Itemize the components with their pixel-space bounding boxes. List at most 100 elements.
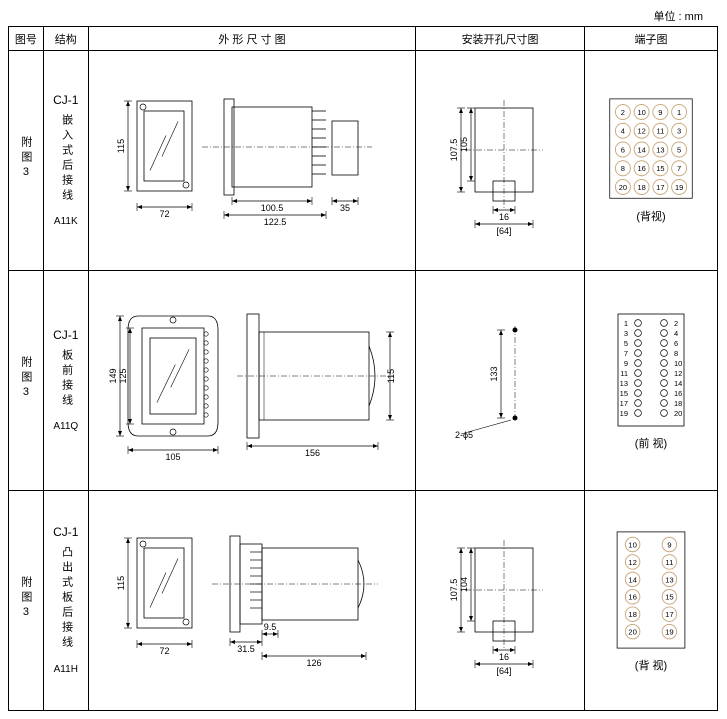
spec-table: 图号 结构 外 形 尺 寸 图 安装开孔尺寸图 端子图 附图3CJ-1 嵌入式后… xyxy=(8,26,718,711)
row-hole: 107.5 104 16 [64] xyxy=(416,491,585,711)
row-hole: 133 2-ϕ5 xyxy=(416,271,585,491)
svg-text:13: 13 xyxy=(620,379,628,388)
row-terminal: 2 10 9 1 4 12 11 3 6 14 13 5 xyxy=(584,51,717,271)
svg-text:9: 9 xyxy=(667,540,671,549)
svg-text:100.5: 100.5 xyxy=(261,203,284,213)
row-terminal: 1 3 5 7 9 11 13 15 17 19 2 4 6 8 10 12 1… xyxy=(584,271,717,491)
svg-text:11: 11 xyxy=(620,369,628,378)
svg-text:18: 18 xyxy=(637,183,645,192)
svg-text:105: 105 xyxy=(165,452,180,462)
svg-text:6: 6 xyxy=(621,145,625,154)
svg-text:35: 35 xyxy=(340,203,350,213)
svg-text:14: 14 xyxy=(637,145,645,154)
svg-text:156: 156 xyxy=(305,448,320,458)
svg-text:6: 6 xyxy=(674,339,678,348)
svg-text:11: 11 xyxy=(656,127,664,136)
hdr-struct: 结构 xyxy=(43,27,88,51)
svg-text:149: 149 xyxy=(108,368,118,383)
svg-text:5: 5 xyxy=(624,339,628,348)
svg-text:72: 72 xyxy=(159,209,169,219)
svg-text:15: 15 xyxy=(620,389,628,398)
svg-text:17: 17 xyxy=(620,399,628,408)
svg-text:133: 133 xyxy=(489,366,499,381)
svg-text:10: 10 xyxy=(628,540,637,549)
hdr-hole: 安装开孔尺寸图 xyxy=(416,27,585,51)
svg-text:19: 19 xyxy=(665,627,674,636)
svg-text:15: 15 xyxy=(656,164,664,173)
svg-text:[64]: [64] xyxy=(497,226,512,236)
svg-text:17: 17 xyxy=(656,183,664,192)
hdr-term: 端子图 xyxy=(584,27,717,51)
svg-text:3: 3 xyxy=(677,127,681,136)
svg-text:72: 72 xyxy=(159,646,169,656)
row-terminal: 10 12 14 16 18 20 9 11 13 15 17 19 (背 视) xyxy=(584,491,717,711)
svg-text:107.5: 107.5 xyxy=(449,138,459,161)
row-outline: 149 125 105 156 115 xyxy=(88,271,415,491)
hdr-outline: 外 形 尺 寸 图 xyxy=(88,27,415,51)
svg-text:11: 11 xyxy=(665,557,673,566)
svg-text:4: 4 xyxy=(674,329,678,338)
table-row: 附图3CJ-1 板前接线 A11Q 149 125 xyxy=(9,271,718,491)
svg-text:12: 12 xyxy=(674,369,682,378)
svg-text:19: 19 xyxy=(620,409,628,418)
svg-text:16: 16 xyxy=(499,652,509,662)
svg-text:13: 13 xyxy=(665,575,674,584)
svg-text:9: 9 xyxy=(624,359,628,368)
svg-text:115: 115 xyxy=(116,576,126,590)
svg-text:2: 2 xyxy=(621,108,625,117)
svg-text:20: 20 xyxy=(619,183,627,192)
svg-text:18: 18 xyxy=(628,610,637,619)
header-row: 图号 结构 外 形 尺 寸 图 安装开孔尺寸图 端子图 xyxy=(9,27,718,51)
row-no: 附图3 xyxy=(9,51,44,271)
svg-text:122.5: 122.5 xyxy=(264,217,287,227)
svg-text:2-ϕ5: 2-ϕ5 xyxy=(455,430,473,440)
svg-text:16: 16 xyxy=(637,164,645,173)
svg-text:9: 9 xyxy=(658,108,662,117)
svg-text:8: 8 xyxy=(674,349,678,358)
row-struct: CJ-1 嵌入式后接线 A11K xyxy=(43,51,88,271)
row-outline: 115 72 31.5 9.5 126 xyxy=(88,491,415,711)
svg-text:13: 13 xyxy=(656,145,664,154)
svg-text:1: 1 xyxy=(677,108,681,117)
svg-text:20: 20 xyxy=(628,627,637,636)
svg-text:9.5: 9.5 xyxy=(264,622,277,632)
hdr-no: 图号 xyxy=(9,27,44,51)
svg-text:115: 115 xyxy=(116,138,126,152)
svg-text:16: 16 xyxy=(499,212,509,222)
svg-text:20: 20 xyxy=(674,409,682,418)
svg-text:7: 7 xyxy=(624,349,628,358)
svg-text:107.5: 107.5 xyxy=(449,578,459,601)
svg-text:19: 19 xyxy=(675,183,683,192)
svg-text:12: 12 xyxy=(628,557,637,566)
row-struct: CJ-1 板前接线 A11Q xyxy=(43,271,88,491)
row-hole: 107.5 105 16 [64] xyxy=(416,51,585,271)
svg-text:125: 125 xyxy=(118,368,128,383)
svg-text:18: 18 xyxy=(674,399,682,408)
svg-text:[64]: [64] xyxy=(497,666,512,676)
svg-text:7: 7 xyxy=(677,164,681,173)
table-row: 附图3CJ-1 凸出式板后接线 A11H 115 72 xyxy=(9,491,718,711)
svg-text:14: 14 xyxy=(628,575,637,584)
svg-text:10: 10 xyxy=(637,108,645,117)
svg-text:14: 14 xyxy=(674,379,682,388)
row-no: 附图3 xyxy=(9,491,44,711)
unit-label: 单位 : mm xyxy=(8,8,718,24)
table-row: 附图3CJ-1 嵌入式后接线 A11K 115 72 xyxy=(9,51,718,271)
row-no: 附图3 xyxy=(9,271,44,491)
svg-text:15: 15 xyxy=(665,592,674,601)
row-struct: CJ-1 凸出式板后接线 A11H xyxy=(43,491,88,711)
svg-text:16: 16 xyxy=(674,389,682,398)
svg-text:4: 4 xyxy=(621,127,625,136)
svg-text:17: 17 xyxy=(665,610,674,619)
svg-text:31.5: 31.5 xyxy=(237,644,255,654)
row-outline: 115 72 100.5 122.5 35 xyxy=(88,51,415,271)
svg-text:1: 1 xyxy=(624,319,628,328)
svg-text:3: 3 xyxy=(624,329,628,338)
svg-text:8: 8 xyxy=(621,164,625,173)
svg-text:126: 126 xyxy=(306,658,321,668)
svg-text:16: 16 xyxy=(628,592,637,601)
svg-text:2: 2 xyxy=(674,319,678,328)
svg-text:10: 10 xyxy=(674,359,682,368)
svg-text:5: 5 xyxy=(677,145,681,154)
svg-text:12: 12 xyxy=(637,127,645,136)
